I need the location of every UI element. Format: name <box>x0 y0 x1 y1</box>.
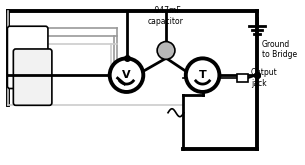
FancyBboxPatch shape <box>13 49 52 105</box>
Circle shape <box>186 58 219 92</box>
Text: Output
jack: Output jack <box>251 68 278 88</box>
Text: V: V <box>122 70 131 80</box>
Text: T: T <box>199 70 206 80</box>
FancyBboxPatch shape <box>7 26 48 88</box>
Text: .047mF
capacitor: .047mF capacitor <box>148 6 184 26</box>
Circle shape <box>157 42 175 59</box>
Text: Ground
to Bridge: Ground to Bridge <box>262 40 297 59</box>
Circle shape <box>110 58 143 92</box>
Bar <box>237 74 248 82</box>
